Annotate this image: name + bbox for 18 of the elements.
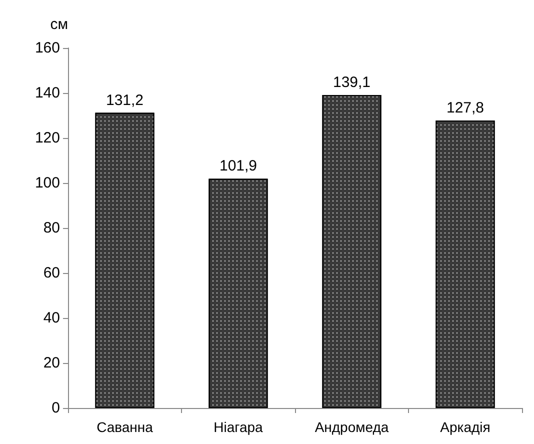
y-tick-label: 60 bbox=[43, 264, 60, 282]
data-label: 127,8 bbox=[446, 99, 484, 116]
y-tick-label: 80 bbox=[43, 220, 60, 236]
x-tick-label: Аркадія bbox=[440, 419, 490, 435]
data-label: 139,1 bbox=[332, 74, 371, 92]
y-tick-label: 140 bbox=[34, 84, 60, 102]
y-tick-label: 0 bbox=[52, 400, 60, 416]
x-tick-label: Саванна bbox=[96, 419, 154, 435]
data-label: 131,2 bbox=[106, 92, 144, 109]
y-tick-label: 20 bbox=[43, 354, 60, 372]
y-tick-label: 160 bbox=[34, 40, 60, 56]
y-axis-title: см bbox=[50, 16, 68, 33]
x-tick-label: Андромеда bbox=[314, 419, 389, 435]
y-tick-label: 40 bbox=[43, 310, 60, 326]
x-tick-label: Ніагара bbox=[214, 419, 264, 435]
y-tick-label: 100 bbox=[34, 174, 60, 192]
y-tick-label: 120 bbox=[34, 130, 60, 146]
data-label: 101,9 bbox=[219, 158, 258, 175]
